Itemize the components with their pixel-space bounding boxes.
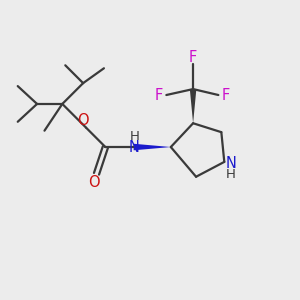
Polygon shape xyxy=(134,144,171,150)
Text: F: F xyxy=(189,50,197,65)
Text: H: H xyxy=(129,130,139,143)
Text: N: N xyxy=(225,156,236,171)
Text: F: F xyxy=(222,88,230,103)
Polygon shape xyxy=(190,89,196,123)
Text: O: O xyxy=(88,175,99,190)
Text: H: H xyxy=(226,168,236,181)
Text: F: F xyxy=(155,88,163,103)
Text: O: O xyxy=(77,113,89,128)
Text: N: N xyxy=(128,140,139,154)
